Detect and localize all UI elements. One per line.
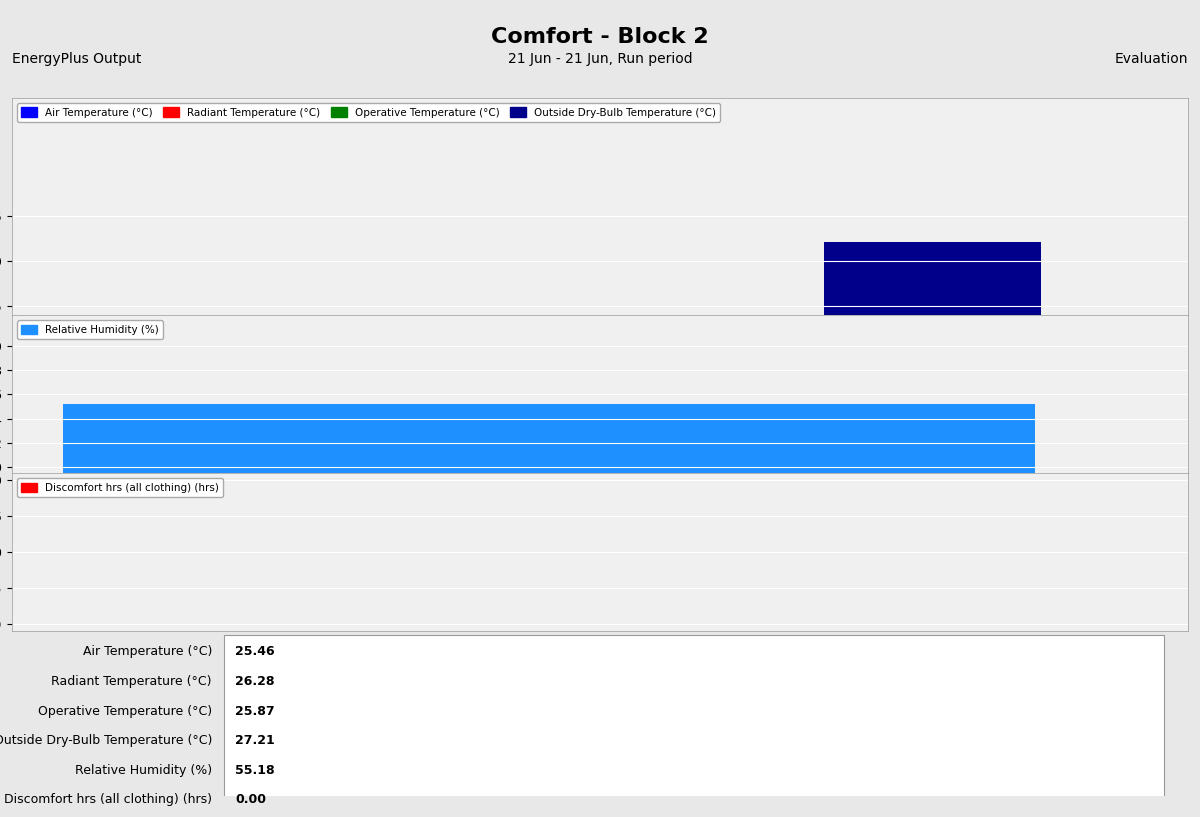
Bar — [312, 315, 529, 326]
Legend: Discomfort hrs (all clothing) (hrs): Discomfort hrs (all clothing) (hrs) — [17, 479, 223, 497]
Bar — [64, 404, 1034, 473]
FancyBboxPatch shape — [223, 635, 1164, 806]
Legend: Air Temperature (°C), Radiant Temperature (°C), Operative Temperature (°C), Outs: Air Temperature (°C), Radiant Temperatur… — [17, 103, 720, 122]
Text: EnergyPlus Output: EnergyPlus Output — [12, 51, 142, 66]
FancyBboxPatch shape — [12, 797, 1188, 817]
Text: 25.46: 25.46 — [235, 645, 275, 659]
Bar — [823, 242, 1042, 315]
Legend: Relative Humidity (%): Relative Humidity (%) — [17, 320, 163, 339]
X-axis label: Year: Year — [587, 636, 613, 650]
Text: Outside Dry-Bulb Temperature (°C): Outside Dry-Bulb Temperature (°C) — [0, 734, 212, 748]
Text: 55.18: 55.18 — [235, 764, 275, 777]
Text: Comfort - Block 2: Comfort - Block 2 — [491, 27, 709, 47]
Text: Relative Humidity (%): Relative Humidity (%) — [74, 764, 212, 777]
Bar — [56, 315, 274, 400]
Text: Air Temperature (°C): Air Temperature (°C) — [83, 645, 212, 659]
Text: Discomfort hrs (all clothing) (hrs): Discomfort hrs (all clothing) (hrs) — [4, 793, 212, 806]
Text: Radiant Temperature (°C): Radiant Temperature (°C) — [52, 675, 212, 688]
Text: 0.00: 0.00 — [235, 793, 266, 806]
Text: 27.21: 27.21 — [235, 734, 275, 748]
Text: 26.28: 26.28 — [235, 675, 275, 688]
Text: 21 Jun - 21 Jun, Run period: 21 Jun - 21 Jun, Run period — [508, 51, 692, 66]
Text: Evaluation: Evaluation — [1115, 51, 1188, 66]
Text: Operative Temperature (°C): Operative Temperature (°C) — [37, 704, 212, 717]
Bar — [568, 315, 785, 364]
Text: 25.87: 25.87 — [235, 704, 275, 717]
